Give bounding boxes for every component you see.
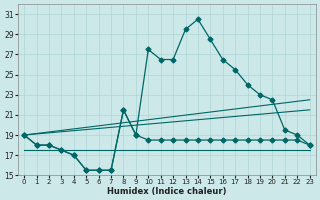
X-axis label: Humidex (Indice chaleur): Humidex (Indice chaleur) xyxy=(107,187,227,196)
